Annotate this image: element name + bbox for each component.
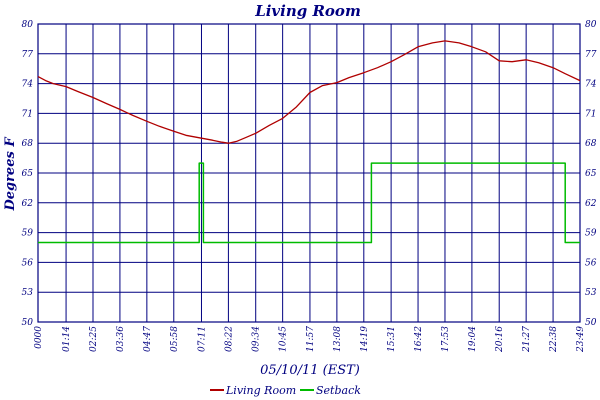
grid <box>37 23 581 323</box>
series-line-living-room <box>37 40 581 144</box>
y-tick-label-right: 74 <box>585 80 597 90</box>
x-tick-label: 23:49 <box>576 326 586 353</box>
x-tick-label: 07:11 <box>197 326 207 352</box>
x-tick-label: 0000 <box>34 326 44 349</box>
x-tick-label: 03:36 <box>116 326 126 352</box>
y-tick-label-right: 53 <box>585 288 597 298</box>
y-tick-label: 68 <box>22 139 34 149</box>
x-tick-label: 20:16 <box>495 326 505 353</box>
x-tick-label: 08:22 <box>224 326 234 352</box>
y-tick-label-right: 65 <box>585 169 597 179</box>
x-tick-label: 17:53 <box>441 326 451 352</box>
series-line-setback <box>38 162 580 244</box>
x-tick-label: 16:42 <box>414 326 424 352</box>
legend-label: Setback <box>316 384 361 397</box>
x-tick-label: 19:04 <box>468 326 478 352</box>
chart-title: Living Room <box>254 2 361 20</box>
x-tick-label: 13:08 <box>333 326 343 352</box>
y-tick-label: 65 <box>22 169 34 179</box>
legend: Living Room Setback <box>210 384 361 397</box>
y-tick-label: 59 <box>22 229 34 239</box>
y-tick-label-right: 68 <box>585 139 597 149</box>
y-tick-label: 80 <box>22 20 34 30</box>
y-tick-label: 56 <box>22 258 34 268</box>
y-tick-label-right: 59 <box>585 229 597 239</box>
x-tick-label: 22:38 <box>549 326 559 353</box>
y-tick-label-right: 80 <box>585 20 597 30</box>
y-tick-label: 62 <box>22 199 34 209</box>
y-tick-label: 74 <box>22 80 34 90</box>
series <box>37 40 581 244</box>
x-axis-label: 05/10/11 (EST) <box>260 363 360 378</box>
y-tick-label: 77 <box>22 50 34 60</box>
y-tick-label-right: 77 <box>585 50 597 60</box>
y-tick-label-right: 50 <box>585 318 597 328</box>
tick-labels: 50 50 53 53 56 56 59 59 62 62 65 65 68 68 71 71 74 74 77 77… <box>22 20 597 353</box>
x-tick-label: 01:14 <box>62 326 72 352</box>
x-tick-label: 04:47 <box>143 326 153 352</box>
y-axis-label: Degrees F <box>3 137 18 212</box>
y-tick-label-right: 71 <box>585 109 596 119</box>
x-tick-label: 21:27 <box>522 326 532 353</box>
x-tick-label: 05:58 <box>170 326 180 352</box>
legend-label: Living Room <box>225 384 296 397</box>
y-tick-label: 50 <box>22 318 34 328</box>
y-tick-label-right: 56 <box>585 258 597 268</box>
x-tick-label: 02:25 <box>89 326 99 352</box>
x-tick-label: 14:19 <box>360 326 370 352</box>
x-tick-label: 10:45 <box>279 326 289 352</box>
x-tick-label: 15:31 <box>387 326 397 352</box>
y-tick-label-right: 62 <box>585 199 597 209</box>
x-tick-label: 09:34 <box>252 326 262 352</box>
x-tick-label: 11:57 <box>306 326 316 352</box>
y-tick-label: 53 <box>22 288 34 298</box>
y-tick-label: 71 <box>22 109 33 119</box>
